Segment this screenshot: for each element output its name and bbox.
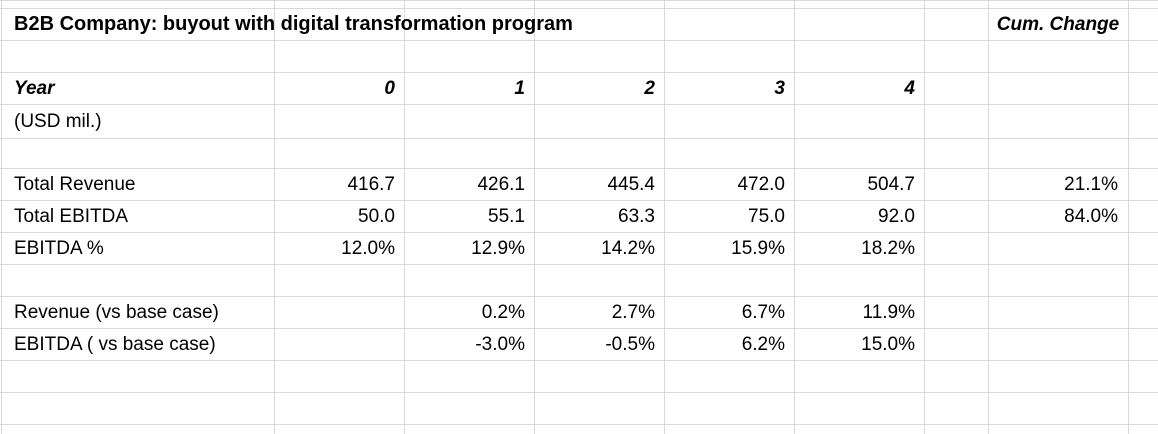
table-cell[interactable]: 426.1 xyxy=(477,173,525,195)
table-cell[interactable]: 11.9% xyxy=(862,301,915,323)
year-0-header[interactable]: 0 xyxy=(384,77,395,99)
table-cell[interactable]: -0.5% xyxy=(605,333,655,355)
table-cell[interactable]: 445.4 xyxy=(607,173,655,195)
year-1-header[interactable]: 1 xyxy=(514,77,525,99)
table-cell[interactable]: 15.0% xyxy=(861,333,915,355)
table-cell[interactable]: 416.7 xyxy=(347,173,395,195)
unit-label[interactable]: (USD mil.) xyxy=(14,110,102,132)
table-cell[interactable]: 50.0 xyxy=(358,205,395,227)
sheet-title[interactable]: B2B Company: buyout with digital transfo… xyxy=(14,13,573,35)
row-label[interactable]: EBITDA % xyxy=(14,237,104,259)
table-cell[interactable]: 63.3 xyxy=(618,205,655,227)
table-cell[interactable]: 14.2% xyxy=(601,237,655,259)
cum-change-header[interactable]: Cum. Change xyxy=(996,13,1120,35)
table-cell[interactable]: 2.7% xyxy=(611,301,655,323)
year-2-header[interactable]: 2 xyxy=(644,77,655,99)
row-label[interactable]: Total EBITDA xyxy=(14,205,129,227)
cum-change-cell[interactable]: 21.1% xyxy=(1064,173,1118,195)
row-label[interactable]: Total Revenue xyxy=(14,173,136,195)
table-cell[interactable]: 18.2% xyxy=(861,237,915,259)
table-cell[interactable]: 92.0 xyxy=(878,205,915,227)
table-cell[interactable]: 472.0 xyxy=(737,173,785,195)
table-cell[interactable]: 504.7 xyxy=(867,173,915,195)
year-label[interactable]: Year xyxy=(14,77,55,99)
table-cell[interactable]: 55.1 xyxy=(488,205,525,227)
row-label[interactable]: Revenue (vs base case) xyxy=(14,301,219,323)
table-cell[interactable]: 6.7% xyxy=(741,301,785,323)
table-cell[interactable]: -3.0% xyxy=(475,333,525,355)
year-3-header[interactable]: 3 xyxy=(774,77,785,99)
year-4-header[interactable]: 4 xyxy=(904,77,915,99)
table-cell[interactable]: 0.2% xyxy=(481,301,525,323)
table-cell[interactable]: 6.2% xyxy=(741,333,785,355)
cum-change-cell[interactable]: 84.0% xyxy=(1064,205,1118,227)
table-cell[interactable]: 12.9% xyxy=(471,237,525,259)
table-cell[interactable]: 12.0% xyxy=(341,237,395,259)
table-cell[interactable]: 75.0 xyxy=(748,205,785,227)
row-label[interactable]: EBITDA ( vs base case) xyxy=(14,333,216,355)
table-cell[interactable]: 15.9% xyxy=(731,237,785,259)
